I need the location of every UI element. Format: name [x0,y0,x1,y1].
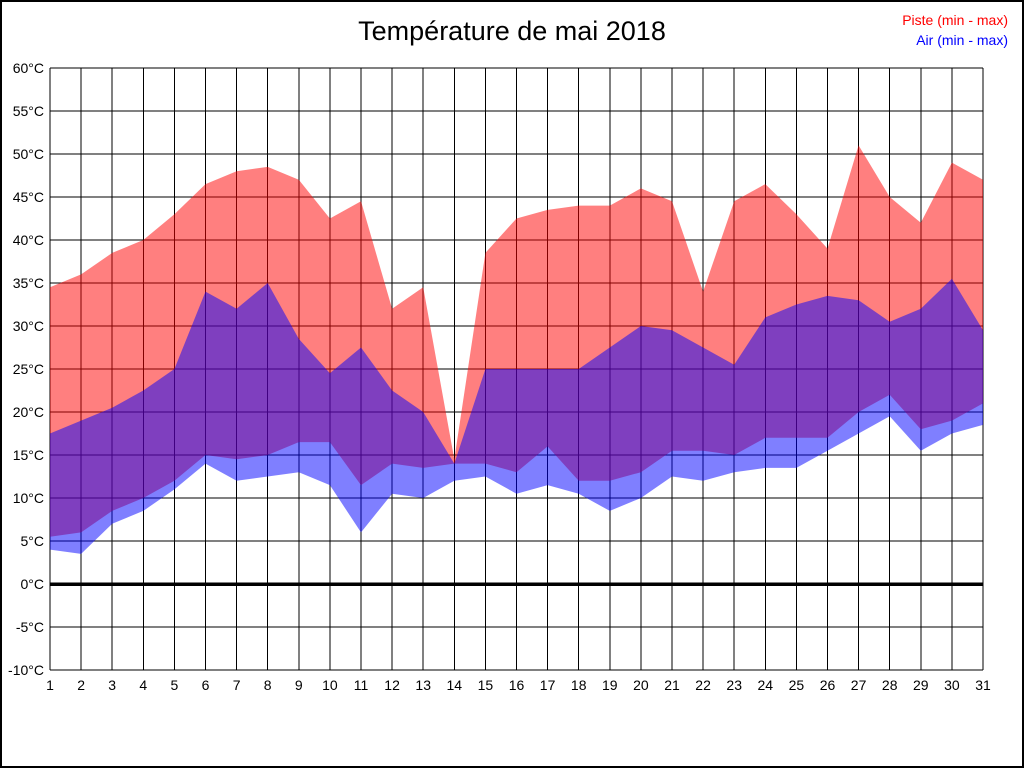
x-tick-label: 4 [139,677,147,693]
y-tick-label: 25°C [13,361,44,377]
x-tick-label: 27 [851,677,867,693]
y-tick-label: -5°C [16,619,44,635]
x-tick-label: 14 [447,677,463,693]
x-tick-label: 6 [202,677,210,693]
x-axis-labels: 1 2 3 4 5 6 7 8 9 10 11 12 13 14 15 16 17 18 19 20 21 22 23 24 2… [46,677,991,693]
y-tick-label: 20°C [13,404,44,420]
x-tick-label: 3 [108,677,116,693]
x-tick-label: 5 [171,677,179,693]
x-tick-label: 7 [233,677,241,693]
x-tick-label: 13 [415,677,431,693]
legend-air: Air (min - max) [902,30,1008,50]
x-tick-label: 25 [789,677,805,693]
air-band [50,278,983,554]
x-tick-label: 26 [820,677,836,693]
x-tick-label: 21 [664,677,680,693]
x-tick-label: 12 [384,677,400,693]
x-tick-label: 17 [540,677,556,693]
y-tick-label: 0°C [21,576,45,592]
x-tick-label: 23 [726,677,742,693]
y-tick-label: 45°C [13,189,44,205]
y-tick-label: 30°C [13,318,44,334]
legend-piste: Piste (min - max) [902,10,1008,30]
y-tick-label: 50°C [13,146,44,162]
x-tick-label: 10 [322,677,338,693]
legend-air-label: Air (min - max) [916,32,1008,48]
x-tick-label: 31 [975,677,991,693]
legend-piste-label: Piste (min - max) [902,12,1008,28]
x-tick-label: 11 [354,677,369,693]
y-axis-labels: 60°C 55°C 50°C 45°C 40°C 35°C 30°C 25°C 20°C 15°C… [8,60,44,678]
y-tick-label: 60°C [13,60,44,76]
y-tick-label: 55°C [13,103,44,119]
x-tick-label: 28 [882,677,898,693]
x-tick-label: 9 [295,677,303,693]
x-tick-label: 15 [478,677,494,693]
x-tick-label: 18 [571,677,587,693]
chart-legend: Piste (min - max) Air (min - max) [902,10,1008,50]
y-tick-label: 5°C [21,533,45,549]
x-tick-label: 24 [758,677,774,693]
x-tick-label: 16 [509,677,525,693]
chart-title: Température de mai 2018 [358,16,666,46]
x-tick-label: 30 [944,677,960,693]
x-tick-label: 29 [913,677,929,693]
x-tick-label: 2 [77,677,85,693]
y-tick-label: 35°C [13,275,44,291]
x-tick-label: 20 [633,677,649,693]
y-tick-label: 10°C [13,490,44,506]
x-tick-label: 1 [46,677,54,693]
y-tick-label: 15°C [13,447,44,463]
x-tick-label: 8 [264,677,272,693]
y-tick-label: 40°C [13,232,44,248]
y-tick-label: -10°C [8,662,44,678]
x-tick-label: 22 [695,677,711,693]
x-tick-label: 19 [602,677,618,693]
